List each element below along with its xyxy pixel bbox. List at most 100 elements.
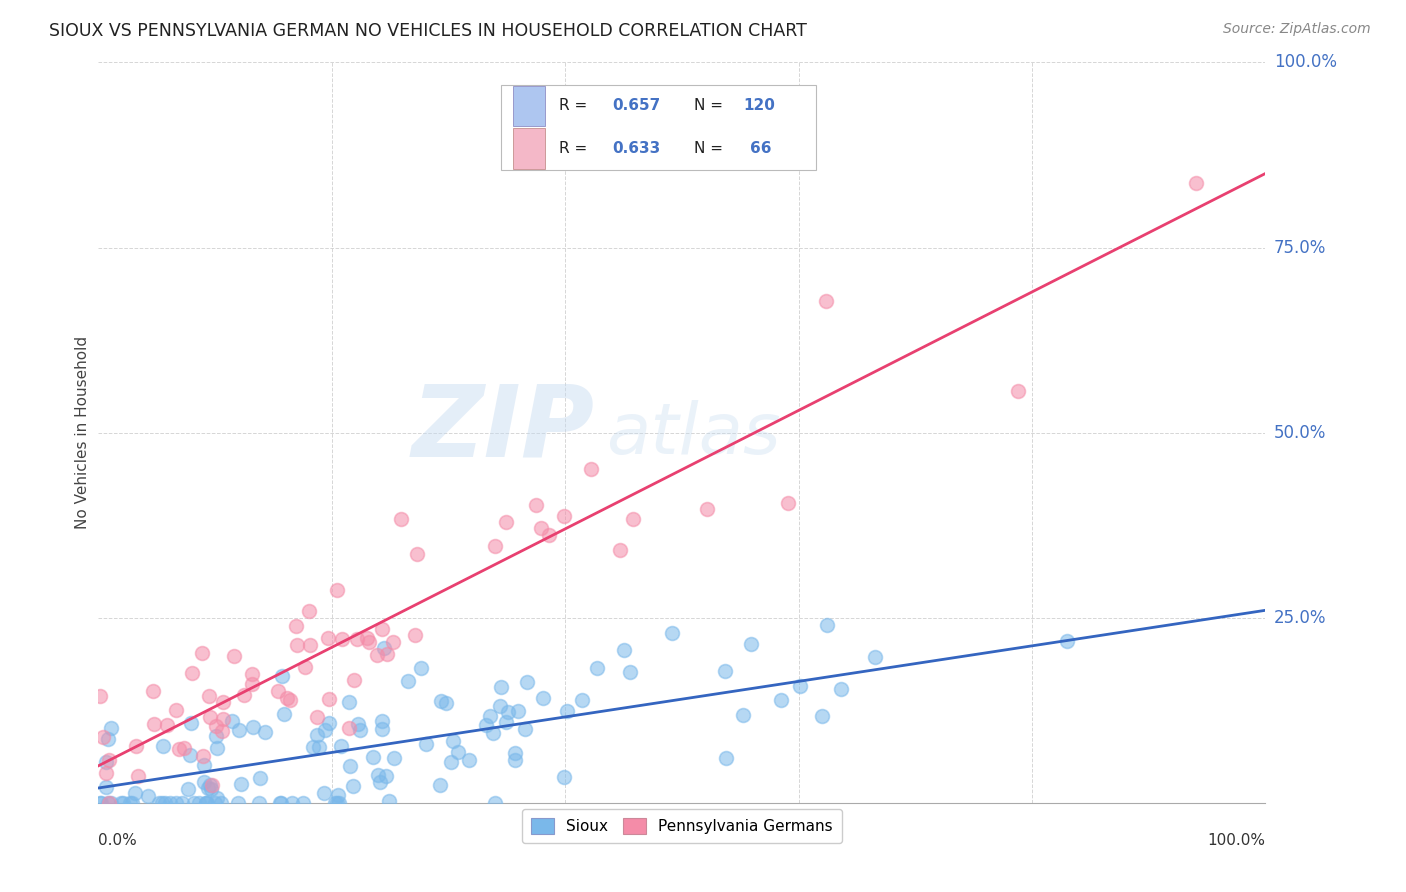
Point (337, 695, 360, 709)
Text: N =: N = (693, 98, 727, 113)
Point (110, 796, 132, 810)
Text: ZIP: ZIP (412, 380, 595, 477)
Point (503, 746, 526, 760)
Point (495, 714, 517, 729)
Point (356, 631, 378, 645)
Point (273, 707, 295, 722)
Point (586, 661, 609, 675)
Point (555, 704, 578, 718)
Point (429, 779, 451, 793)
FancyBboxPatch shape (501, 85, 815, 169)
Point (97, 796, 120, 810)
Point (165, 796, 187, 810)
Point (177, 781, 200, 796)
Point (136, 789, 159, 804)
Point (371, 622, 394, 636)
Point (531, 691, 554, 706)
Point (375, 769, 398, 783)
Point (179, 747, 201, 762)
Text: N =: N = (693, 141, 727, 156)
Point (205, 719, 228, 733)
Point (316, 631, 339, 645)
Point (150, 796, 173, 810)
Point (212, 695, 235, 709)
Point (152, 739, 174, 753)
Point (197, 780, 219, 795)
Text: 0.633: 0.633 (612, 141, 661, 156)
Point (371, 723, 394, 737)
Point (484, 796, 506, 810)
Point (330, 739, 353, 753)
Point (609, 543, 631, 558)
Point (247, 796, 270, 810)
Point (337, 721, 360, 735)
Point (553, 770, 575, 784)
Point (249, 772, 271, 786)
Point (530, 520, 553, 534)
FancyBboxPatch shape (513, 86, 546, 127)
Point (441, 734, 464, 748)
Point (169, 741, 191, 756)
Text: atlas: atlas (606, 401, 780, 469)
Point (159, 796, 181, 810)
Point (318, 715, 340, 730)
Point (193, 758, 215, 772)
Point (326, 796, 349, 810)
Text: 100.0%: 100.0% (1274, 54, 1337, 71)
Point (142, 684, 165, 698)
Point (200, 782, 222, 797)
Point (349, 723, 371, 737)
Point (323, 796, 346, 810)
Text: SIOUX VS PENNSYLVANIA GERMAN NO VEHICLES IN HOUSEHOLD CORRELATION CHART: SIOUX VS PENNSYLVANIA GERMAN NO VEHICLES… (49, 22, 807, 40)
Point (375, 648, 398, 662)
Point (97, 731, 120, 746)
Point (94, 755, 117, 769)
Point (440, 755, 463, 769)
Point (778, 496, 800, 510)
Point (326, 582, 349, 597)
Point (90, 796, 112, 810)
FancyBboxPatch shape (513, 128, 546, 169)
Point (619, 665, 641, 680)
Point (713, 665, 735, 679)
Point (346, 632, 368, 647)
Point (406, 547, 429, 561)
Point (301, 739, 323, 754)
Point (233, 688, 256, 702)
Point (148, 796, 170, 810)
Point (211, 723, 233, 738)
Text: 66: 66 (749, 141, 770, 156)
Point (143, 716, 166, 731)
Point (330, 632, 353, 647)
Point (371, 714, 394, 728)
Point (195, 796, 218, 810)
Point (623, 511, 645, 525)
Point (498, 705, 520, 719)
Point (285, 638, 308, 652)
Point (373, 640, 395, 655)
Point (253, 725, 276, 739)
Point (378, 794, 401, 808)
Point (326, 789, 349, 803)
Point (1184, 176, 1206, 190)
Point (357, 635, 380, 649)
Point (193, 775, 215, 789)
Point (361, 750, 384, 764)
Text: 50.0%: 50.0% (1274, 424, 1326, 442)
Point (165, 703, 187, 717)
Point (513, 723, 536, 737)
Point (98, 753, 121, 767)
Point (815, 294, 838, 309)
Point (242, 720, 264, 734)
Point (475, 717, 498, 731)
Point (613, 642, 636, 657)
Point (404, 628, 426, 642)
Point (553, 508, 575, 523)
Text: 100.0%: 100.0% (1208, 833, 1265, 848)
Point (368, 775, 391, 789)
Point (538, 528, 561, 542)
Text: Source: ZipAtlas.com: Source: ZipAtlas.com (1223, 22, 1371, 37)
Point (228, 723, 250, 738)
Point (291, 796, 314, 810)
Point (661, 626, 683, 640)
